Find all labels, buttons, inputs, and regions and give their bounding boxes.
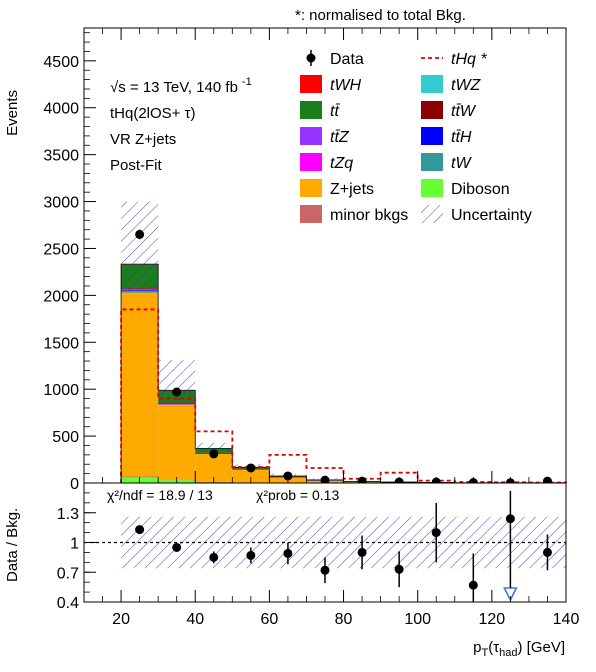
legend-marker-z-jets [300, 179, 322, 197]
legend-marker-uncertainty [421, 205, 443, 223]
main-x-axis [83, 28, 567, 483]
info-fit: Post-Fit [110, 157, 163, 174]
ratio-point [283, 548, 293, 558]
x-tick-label: 80 [335, 611, 353, 628]
legend-marker-tt-z [300, 127, 322, 145]
legend-label: tWZ [451, 77, 482, 94]
info-channel: tHq(2lOS+ τ) [110, 105, 196, 122]
legend-label: tt̄Z [330, 129, 350, 146]
ratio-y-axis: 0.4 0.7 1 1.3 [57, 492, 96, 612]
legend-label: Data [330, 51, 364, 68]
ratio-prob-text: χ²prob = 0.13 [256, 487, 339, 503]
main-panel: 0 500 1000 1500 2000 2500 3000 3500 4000 4500 Eve… [4, 27, 567, 493]
y-tick-label: 4500 [43, 54, 79, 71]
ratio-x-axis: 20 40 60 80 100 120 140 [83, 590, 580, 628]
legend-marker-minor-bkgs [300, 205, 322, 223]
legend-marker-tt- [300, 101, 322, 119]
y-tick-label: 500 [52, 429, 79, 446]
legend-label: tt̄ [330, 103, 341, 120]
data-point [246, 463, 256, 473]
y-tick-label: 1500 [43, 335, 79, 352]
ratio-chi2-text: χ²/ndf = 18.9 / 13 [107, 487, 213, 503]
ratio-point [209, 552, 219, 562]
ratio-y-tick-label: 1.3 [57, 506, 79, 523]
ratio-y-tick-label: 0.7 [57, 565, 79, 582]
ratio-point [431, 528, 441, 538]
ratio-points-layer [135, 490, 552, 602]
ratio-y-tick-label: 1 [70, 536, 79, 553]
data-point [283, 471, 293, 481]
ratio-point [246, 550, 256, 560]
ratio-panel: 0.4 0.7 1 1.3 20 40 60 80 100 120 140 χ²/ndf = 18… [4, 482, 580, 659]
x-tick-label: 140 [553, 611, 580, 628]
legend-marker-tt-h [421, 127, 443, 145]
x-tick-label: 120 [478, 611, 505, 628]
legend-marker-tw [421, 153, 443, 171]
ratio-point [505, 514, 515, 524]
bar-tt-w [158, 402, 196, 404]
ratio-point [542, 547, 552, 557]
bar-z-jets [158, 404, 196, 480]
bar-tw [121, 291, 159, 293]
main-ylabel: Events [4, 90, 21, 136]
uncertainty-band [195, 442, 233, 453]
y-tick-label: 4000 [43, 101, 79, 118]
legend-marker-twh [300, 75, 322, 93]
y-tick-label: 2500 [43, 241, 79, 258]
bar-minor-bkgs [121, 476, 159, 478]
ratio-point [172, 542, 182, 552]
legend-label: tt̄W [451, 103, 477, 120]
legend-label: tZq [330, 155, 353, 172]
bar-tt-z [158, 402, 196, 404]
y-tick-label: 2000 [43, 288, 79, 305]
ratio-point [357, 547, 367, 557]
ratio-point [468, 580, 478, 590]
header-note: *: normalised to total Bkg. [295, 7, 466, 24]
x-tick-label: 60 [260, 611, 278, 628]
y-tick-label: 3500 [43, 148, 79, 165]
bar-tzq [121, 290, 159, 292]
y-tick-label: 3000 [43, 195, 79, 212]
legend-label: tW [451, 155, 472, 172]
ratio-point [394, 564, 404, 574]
legend-label: Z+jets [330, 181, 374, 198]
main-y-axis: 0 500 1000 1500 2000 2500 3000 3500 4000 4500 [43, 32, 96, 493]
data-point [209, 449, 219, 459]
legend-label: Diboson [451, 181, 510, 198]
legend: Data tHq * tWH tWZ tt̄ tt̄W tt̄Z tt̄H tZq tW Z+jet… [300, 50, 532, 224]
legend-marker-diboson [421, 179, 443, 197]
bar-z-jets [121, 292, 159, 477]
legend-marker-data-dot [306, 53, 316, 63]
legend-label: tt̄H [451, 129, 472, 146]
x-tick-label: 40 [186, 611, 204, 628]
x-tick-label: 20 [112, 611, 130, 628]
x-axis-label: pT(τhad) [GeV] [473, 639, 565, 659]
bar-z-jets [232, 469, 270, 483]
legend-marker-tt-w [421, 101, 443, 119]
x-tick-label: 100 [404, 611, 431, 628]
bar-tzq [158, 403, 196, 405]
info-region: VR Z+jets [110, 131, 176, 148]
data-point [135, 229, 145, 239]
legend-marker-tzq [300, 153, 322, 171]
ratio-point [320, 565, 330, 575]
y-tick-label: 0 [70, 476, 79, 493]
ratio-point [135, 525, 145, 535]
legend-label: tHq * [451, 51, 487, 68]
legend-label: tWH [330, 77, 362, 94]
y-tick-label: 1000 [43, 382, 79, 399]
ratio-y-tick-label: 0.4 [57, 595, 79, 612]
legend-label: minor bkgs [330, 207, 408, 224]
uncertainty-band [121, 201, 159, 291]
ratio-ylabel: Data / Bkg. [4, 508, 21, 582]
legend-marker-twz [421, 75, 443, 93]
data-point [172, 387, 182, 397]
legend-label: Uncertainty [451, 207, 532, 224]
bar-tt-h [158, 403, 196, 405]
info-energy: √s = 13 TeV, 140 fb -1 [110, 76, 252, 96]
